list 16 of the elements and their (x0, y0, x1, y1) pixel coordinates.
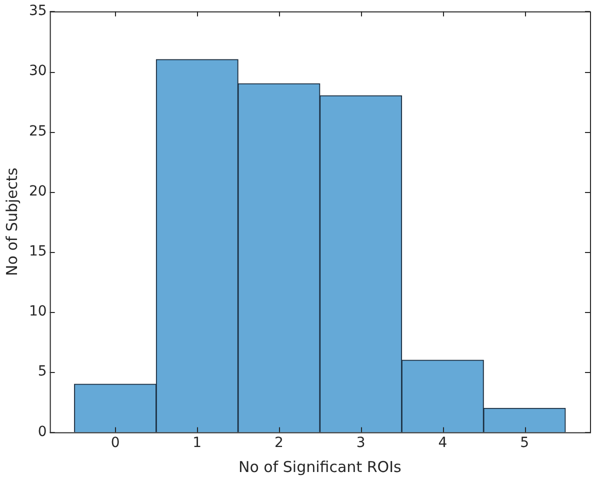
x-tick-label: 0 (110, 435, 120, 452)
y-axis-title: No of Subjects (2, 167, 21, 276)
x-tick-label: 2 (274, 435, 284, 452)
x-tick-label: 3 (356, 435, 366, 452)
y-tick-label: 25 (28, 123, 47, 140)
x-tick-label: 4 (438, 435, 448, 452)
y-tick-label: 30 (28, 63, 47, 80)
y-tick-label: 0 (38, 424, 47, 440)
y-tick-label: 15 (28, 244, 47, 260)
y-tick-label: 10 (28, 304, 47, 320)
x-tick-label: 5 (520, 435, 529, 452)
y-tick-label: 35 (28, 3, 47, 20)
x-axis-title: No of Significant ROIs (238, 458, 402, 476)
y-tick-label: 5 (38, 364, 47, 380)
y-tick-label: 20 (28, 183, 47, 200)
x-tick-label: 1 (192, 435, 202, 452)
